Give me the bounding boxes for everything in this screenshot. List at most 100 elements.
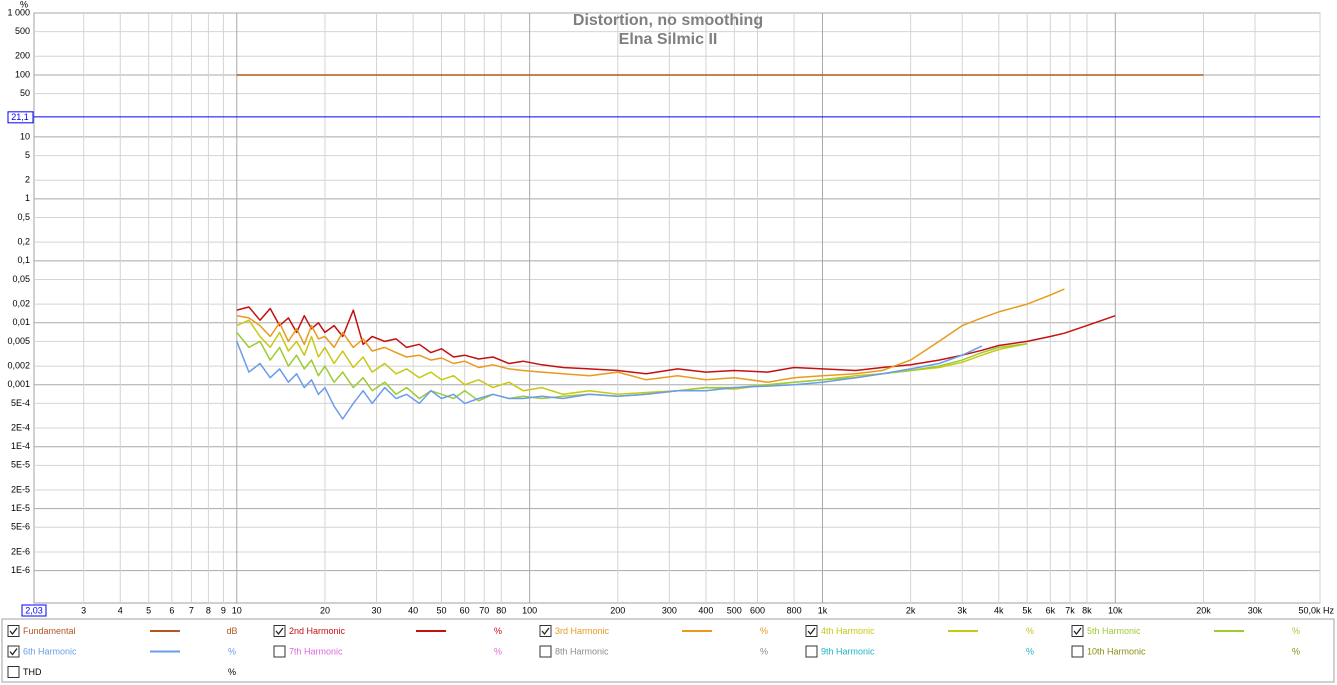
legend-label: 2nd Harmonic: [289, 626, 346, 636]
legend-item: 7th Harmonic%: [273, 645, 502, 658]
cursor-x-label: 2,03: [25, 605, 43, 615]
legend-checkmark: [9, 627, 18, 636]
legend-checkbox[interactable]: [7, 666, 20, 678]
legend-unit: %: [1292, 626, 1300, 636]
y-tick-label: 0,5: [17, 212, 30, 222]
y-tick-label: 0,002: [7, 360, 30, 370]
legend-checkbox[interactable]: [273, 625, 286, 637]
y-tick-label: 0,001: [7, 379, 30, 389]
legend-checkbox[interactable]: [805, 645, 818, 658]
x-tick-label: 3k: [957, 605, 967, 615]
legend-label: 4th Harmonic: [821, 626, 875, 636]
y-unit: %: [20, 0, 28, 9]
series-line: [236, 331, 1028, 402]
legend-unit: %: [494, 646, 502, 656]
legend-label: Fundamental: [23, 626, 76, 636]
x-tick-label: 30: [372, 605, 382, 615]
legend-unit: %: [228, 667, 236, 677]
x-tick-label: 8: [206, 605, 211, 615]
y-tick-label: 5E-5: [11, 460, 30, 470]
legend-item: 8th Harmonic%: [539, 645, 768, 658]
legend-unit: %: [760, 626, 768, 636]
x-tick-label: 4k: [994, 605, 1004, 615]
y-tick-label: 0,05: [12, 274, 30, 284]
chart-title: Distortion, no smoothing: [573, 12, 763, 29]
x-tick-label: 3: [81, 605, 86, 615]
legend-label: 8th Harmonic: [555, 646, 609, 656]
legend-item: 3rd Harmonic%: [539, 625, 768, 637]
y-tick-label: 500: [15, 26, 30, 36]
y-tick-label: 2E-6: [11, 546, 30, 556]
legend-checkbox[interactable]: [1071, 645, 1084, 658]
y-tick-label: 0,2: [17, 237, 30, 247]
legend-item: Fundamental dB: [7, 625, 238, 637]
x-tick-label: 70: [479, 605, 489, 615]
x-tick-label: 7k: [1065, 605, 1075, 615]
x-tick-label: 2k: [906, 605, 916, 615]
legend-item: 4th Harmonic%: [805, 625, 1034, 637]
legend-checkbox[interactable]: [539, 625, 552, 637]
x-tick-label: 400: [698, 605, 713, 615]
y-tick-label: 0,01: [12, 317, 30, 327]
y-tick-label: 5E-4: [11, 398, 30, 408]
legend-unit: dB: [226, 626, 237, 636]
y-tick-label: 1 000: [7, 7, 30, 17]
series-line: [236, 306, 1116, 375]
legend-label: 10th Harmonic: [1087, 646, 1146, 656]
legend-label: THD: [23, 667, 42, 677]
cursor-x-box: [21, 604, 47, 617]
legend-label: 6th Harmonic: [23, 646, 77, 656]
legend-checkmark: [9, 648, 18, 656]
x-tick-label: 8k: [1082, 605, 1092, 615]
x-tick-label: 200: [610, 605, 625, 615]
x-tick-label: 50: [436, 605, 446, 615]
legend-item: 9th Harmonic%: [805, 645, 1034, 658]
legend-label: 3rd Harmonic: [555, 626, 610, 636]
x-tick-label: 40: [408, 605, 418, 615]
x-tick-label: 5k: [1022, 605, 1032, 615]
y-tick-label: 1E-6: [11, 565, 30, 575]
chart-subtitle: Elna Silmic II: [619, 31, 718, 48]
x-tick-label: 50,0k Hz: [1298, 605, 1334, 615]
legend-checkmark: [1073, 627, 1082, 636]
y-tick-label: 0,1: [17, 255, 30, 265]
y-tick-label: 5: [25, 150, 30, 160]
x-tick-label: 7: [189, 605, 194, 615]
legend-checkbox[interactable]: [273, 645, 286, 658]
x-tick-label: 4: [118, 605, 123, 615]
legend-panel: [1, 618, 1335, 683]
legend-item: 10th Harmonic%: [1071, 645, 1300, 658]
y-tick-label: 2: [25, 175, 30, 185]
series-line: [236, 341, 983, 420]
y-tick-label: 2E-5: [11, 484, 30, 494]
x-tick-label: 10: [232, 605, 242, 615]
legend-checkbox[interactable]: [539, 645, 552, 658]
y-tick-label: 200: [15, 51, 30, 61]
legend-checkmark: [541, 627, 550, 636]
legend-label: 9th Harmonic: [821, 646, 875, 656]
y-tick-label: 1E-5: [11, 503, 30, 513]
legend-unit: %: [760, 646, 768, 656]
legend-checkbox[interactable]: [7, 625, 20, 637]
plot-area: [33, 12, 1321, 604]
legend-label: 5th Harmonic: [1087, 626, 1141, 636]
y-tick-label: 1E-4: [11, 441, 30, 451]
legend-checkbox[interactable]: [7, 645, 20, 658]
legend-item: 6th Harmonic%: [7, 645, 236, 658]
y-tick-label: 50: [20, 88, 30, 98]
legend-checkbox[interactable]: [805, 625, 818, 637]
legend-checkbox[interactable]: [1071, 625, 1084, 637]
series-lines: [236, 74, 1204, 420]
labels: 1 000 500 200 100 50 10 5 2 1 0,5 0,2 0,1 0,05 0,02 0,…: [7, 7, 1334, 678]
x-tick-label: 500: [727, 605, 742, 615]
x-tick-label: 600: [750, 605, 765, 615]
cursor-y-label: 21,1: [11, 112, 29, 122]
x-tick-label: 6: [169, 605, 174, 615]
series-line: [236, 288, 1065, 383]
y-tick-label: 0,02: [12, 299, 30, 309]
y-tick-label: 100: [15, 69, 30, 79]
legend-unit: %: [228, 646, 236, 656]
x-tick-label: 9: [221, 605, 226, 615]
